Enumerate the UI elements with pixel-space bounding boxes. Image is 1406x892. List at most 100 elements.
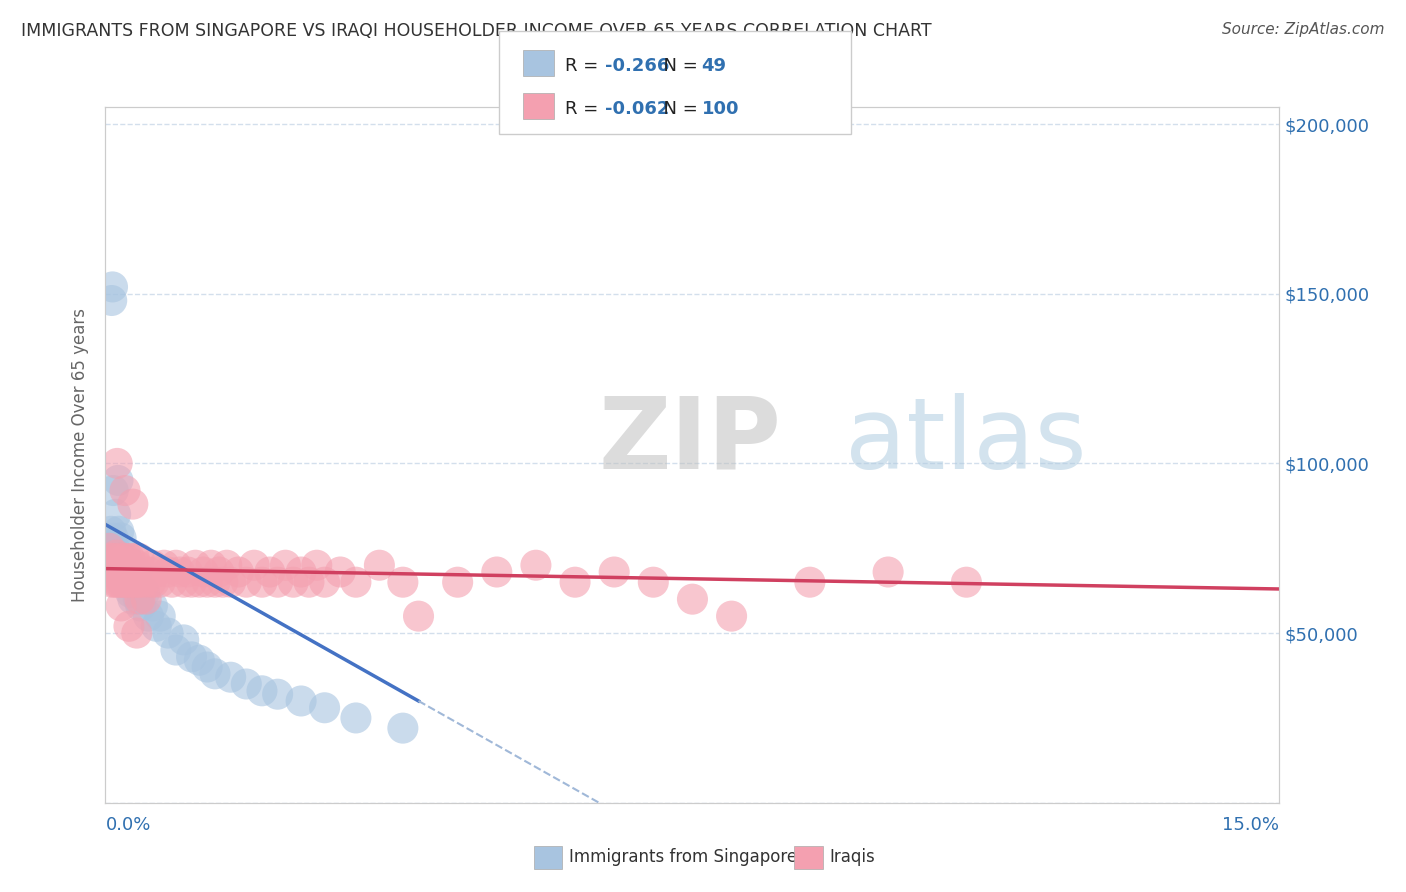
Point <box>105 565 128 579</box>
Point <box>314 575 336 590</box>
Text: R =: R = <box>565 57 605 75</box>
Text: Immigrants from Singapore: Immigrants from Singapore <box>569 848 797 866</box>
Point <box>145 619 167 633</box>
Point <box>114 565 136 579</box>
Point <box>111 551 134 566</box>
Text: ZIP: ZIP <box>599 392 782 490</box>
Point <box>298 575 321 590</box>
Point <box>105 575 128 590</box>
Point <box>121 592 143 607</box>
Point <box>259 565 281 579</box>
Point <box>243 558 266 573</box>
Point <box>120 575 142 590</box>
Point <box>250 575 273 590</box>
Point <box>125 565 148 579</box>
Y-axis label: Householder Income Over 65 years: Householder Income Over 65 years <box>72 308 90 602</box>
Point <box>127 575 149 590</box>
Point <box>131 565 153 579</box>
Point <box>114 565 136 579</box>
Text: 49: 49 <box>702 57 727 75</box>
Point <box>877 565 900 579</box>
Point <box>111 575 134 590</box>
Point <box>564 575 586 590</box>
Point <box>114 551 136 566</box>
Point <box>235 575 257 590</box>
Point <box>125 575 148 590</box>
Point <box>100 551 122 566</box>
Point <box>118 575 141 590</box>
Point <box>408 609 430 624</box>
Point <box>127 592 149 607</box>
Point <box>105 558 128 573</box>
Point <box>392 721 415 735</box>
Text: N =: N = <box>652 100 704 118</box>
Point <box>104 508 127 522</box>
Point <box>128 592 150 607</box>
Point <box>955 575 977 590</box>
Point <box>344 711 367 725</box>
Point <box>105 457 128 471</box>
Point <box>180 575 202 590</box>
Point <box>112 558 135 573</box>
Point <box>799 575 821 590</box>
Point <box>165 643 187 657</box>
Point <box>129 599 152 613</box>
Point <box>274 558 297 573</box>
Text: 0.0%: 0.0% <box>105 816 150 834</box>
Point <box>120 565 142 579</box>
Point <box>145 565 167 579</box>
Point <box>193 565 215 579</box>
Point <box>100 524 122 539</box>
Point <box>128 551 150 566</box>
Point <box>188 653 211 667</box>
Point <box>127 565 149 579</box>
Point <box>100 575 122 590</box>
Point <box>643 575 665 590</box>
Point <box>108 548 131 562</box>
Point <box>290 694 312 708</box>
Point <box>124 551 146 566</box>
Point <box>103 483 125 498</box>
Point <box>121 558 143 573</box>
Point <box>143 575 166 590</box>
Point <box>266 575 288 590</box>
Point <box>134 585 156 599</box>
Point <box>165 558 187 573</box>
Text: R =: R = <box>565 100 605 118</box>
Point <box>149 609 172 624</box>
Point <box>110 565 132 579</box>
Point <box>157 565 180 579</box>
Point <box>110 565 132 579</box>
Point <box>103 551 125 566</box>
Point <box>117 558 139 573</box>
Text: 15.0%: 15.0% <box>1222 816 1279 834</box>
Point <box>112 565 135 579</box>
Point <box>118 551 141 566</box>
Point <box>184 558 207 573</box>
Point <box>107 558 129 573</box>
Point <box>104 575 127 590</box>
Point <box>138 609 160 624</box>
Point <box>139 575 162 590</box>
Point <box>98 565 121 579</box>
Point <box>103 565 125 579</box>
Point <box>117 575 139 590</box>
Point <box>446 575 468 590</box>
Text: N =: N = <box>652 57 704 75</box>
Point <box>125 626 148 640</box>
Point <box>176 565 198 579</box>
Point <box>392 575 415 590</box>
Text: IMMIGRANTS FROM SINGAPORE VS IRAQI HOUSEHOLDER INCOME OVER 65 YEARS CORRELATION : IMMIGRANTS FROM SINGAPORE VS IRAQI HOUSE… <box>21 22 932 40</box>
Point <box>122 575 145 590</box>
Point <box>153 558 176 573</box>
Point <box>188 575 211 590</box>
Text: Iraqis: Iraqis <box>830 848 876 866</box>
Point <box>344 575 367 590</box>
Point <box>208 565 231 579</box>
Point <box>235 677 257 691</box>
Point <box>204 666 226 681</box>
Point <box>111 575 134 590</box>
Point <box>228 565 250 579</box>
Text: -0.266: -0.266 <box>605 57 669 75</box>
Point <box>219 575 242 590</box>
